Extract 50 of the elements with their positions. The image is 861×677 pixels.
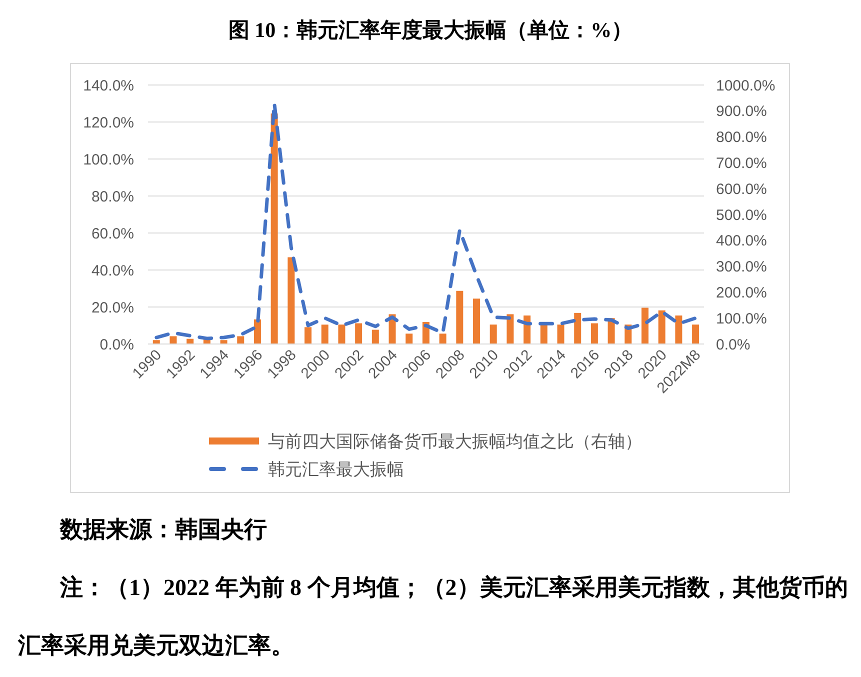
bar <box>152 340 160 344</box>
bar <box>590 323 598 344</box>
legend-label: 韩元汇率最大振幅 <box>268 458 404 480</box>
bar <box>439 334 446 344</box>
y2-tick-label: 200.0% <box>716 284 767 302</box>
bar <box>406 334 413 344</box>
bar <box>574 312 582 344</box>
y2-tick-label: 1000.0% <box>716 77 776 94</box>
bar <box>338 324 346 344</box>
bar <box>321 324 328 344</box>
y-tick-label: 80.0% <box>91 188 134 206</box>
y-tick-label: 140.0% <box>83 77 134 94</box>
bar <box>490 324 497 344</box>
y2-tick-label: 400.0% <box>716 232 767 250</box>
bar <box>557 324 564 344</box>
bar <box>641 308 648 344</box>
y2-tick-label: 800.0% <box>716 129 767 146</box>
bar <box>254 319 261 344</box>
bar <box>270 113 278 344</box>
y2-tick-label: 700.0% <box>716 154 767 172</box>
y-tick-label: 100.0% <box>83 151 134 168</box>
bar <box>658 310 666 344</box>
legend-label: 与前四大国际储备货币最大振幅均值之比（右轴） <box>268 430 642 452</box>
source-note: 数据来源：韩国央行 <box>60 517 267 542</box>
bar <box>473 298 480 344</box>
chart-title: 图 10：韩元汇率年度最大振幅（单位：%） <box>228 18 633 42</box>
y2-tick-label: 0.0% <box>716 336 750 354</box>
bar <box>692 324 700 344</box>
y-tick-label: 0.0% <box>100 336 134 354</box>
bar <box>506 314 514 344</box>
bar <box>355 323 362 344</box>
bar <box>220 340 228 344</box>
line-series <box>154 102 698 340</box>
y-tick-label: 20.0% <box>91 299 134 316</box>
y2-tick-label: 600.0% <box>716 180 767 198</box>
bar <box>456 290 464 344</box>
y2-tick-label: 500.0% <box>716 206 767 224</box>
bar <box>170 336 177 344</box>
y-tick-label: 60.0% <box>91 225 134 242</box>
y2-tick-label: 100.0% <box>716 310 767 328</box>
bar <box>675 316 682 344</box>
y2-tick-label: 900.0% <box>716 103 767 120</box>
bar <box>237 336 244 344</box>
y-tick-label: 120.0% <box>83 114 134 132</box>
y2-tick-label: 300.0% <box>716 258 767 276</box>
bar <box>288 257 295 344</box>
bar <box>304 327 312 344</box>
bar <box>372 330 379 344</box>
text: 注：（1）2022 年为前 8 个月均值；（2）美元汇率采用美元指数，其他货币的汇率采用兑美元双边汇率。 <box>18 575 848 658</box>
y-tick-label: 40.0% <box>91 262 134 280</box>
